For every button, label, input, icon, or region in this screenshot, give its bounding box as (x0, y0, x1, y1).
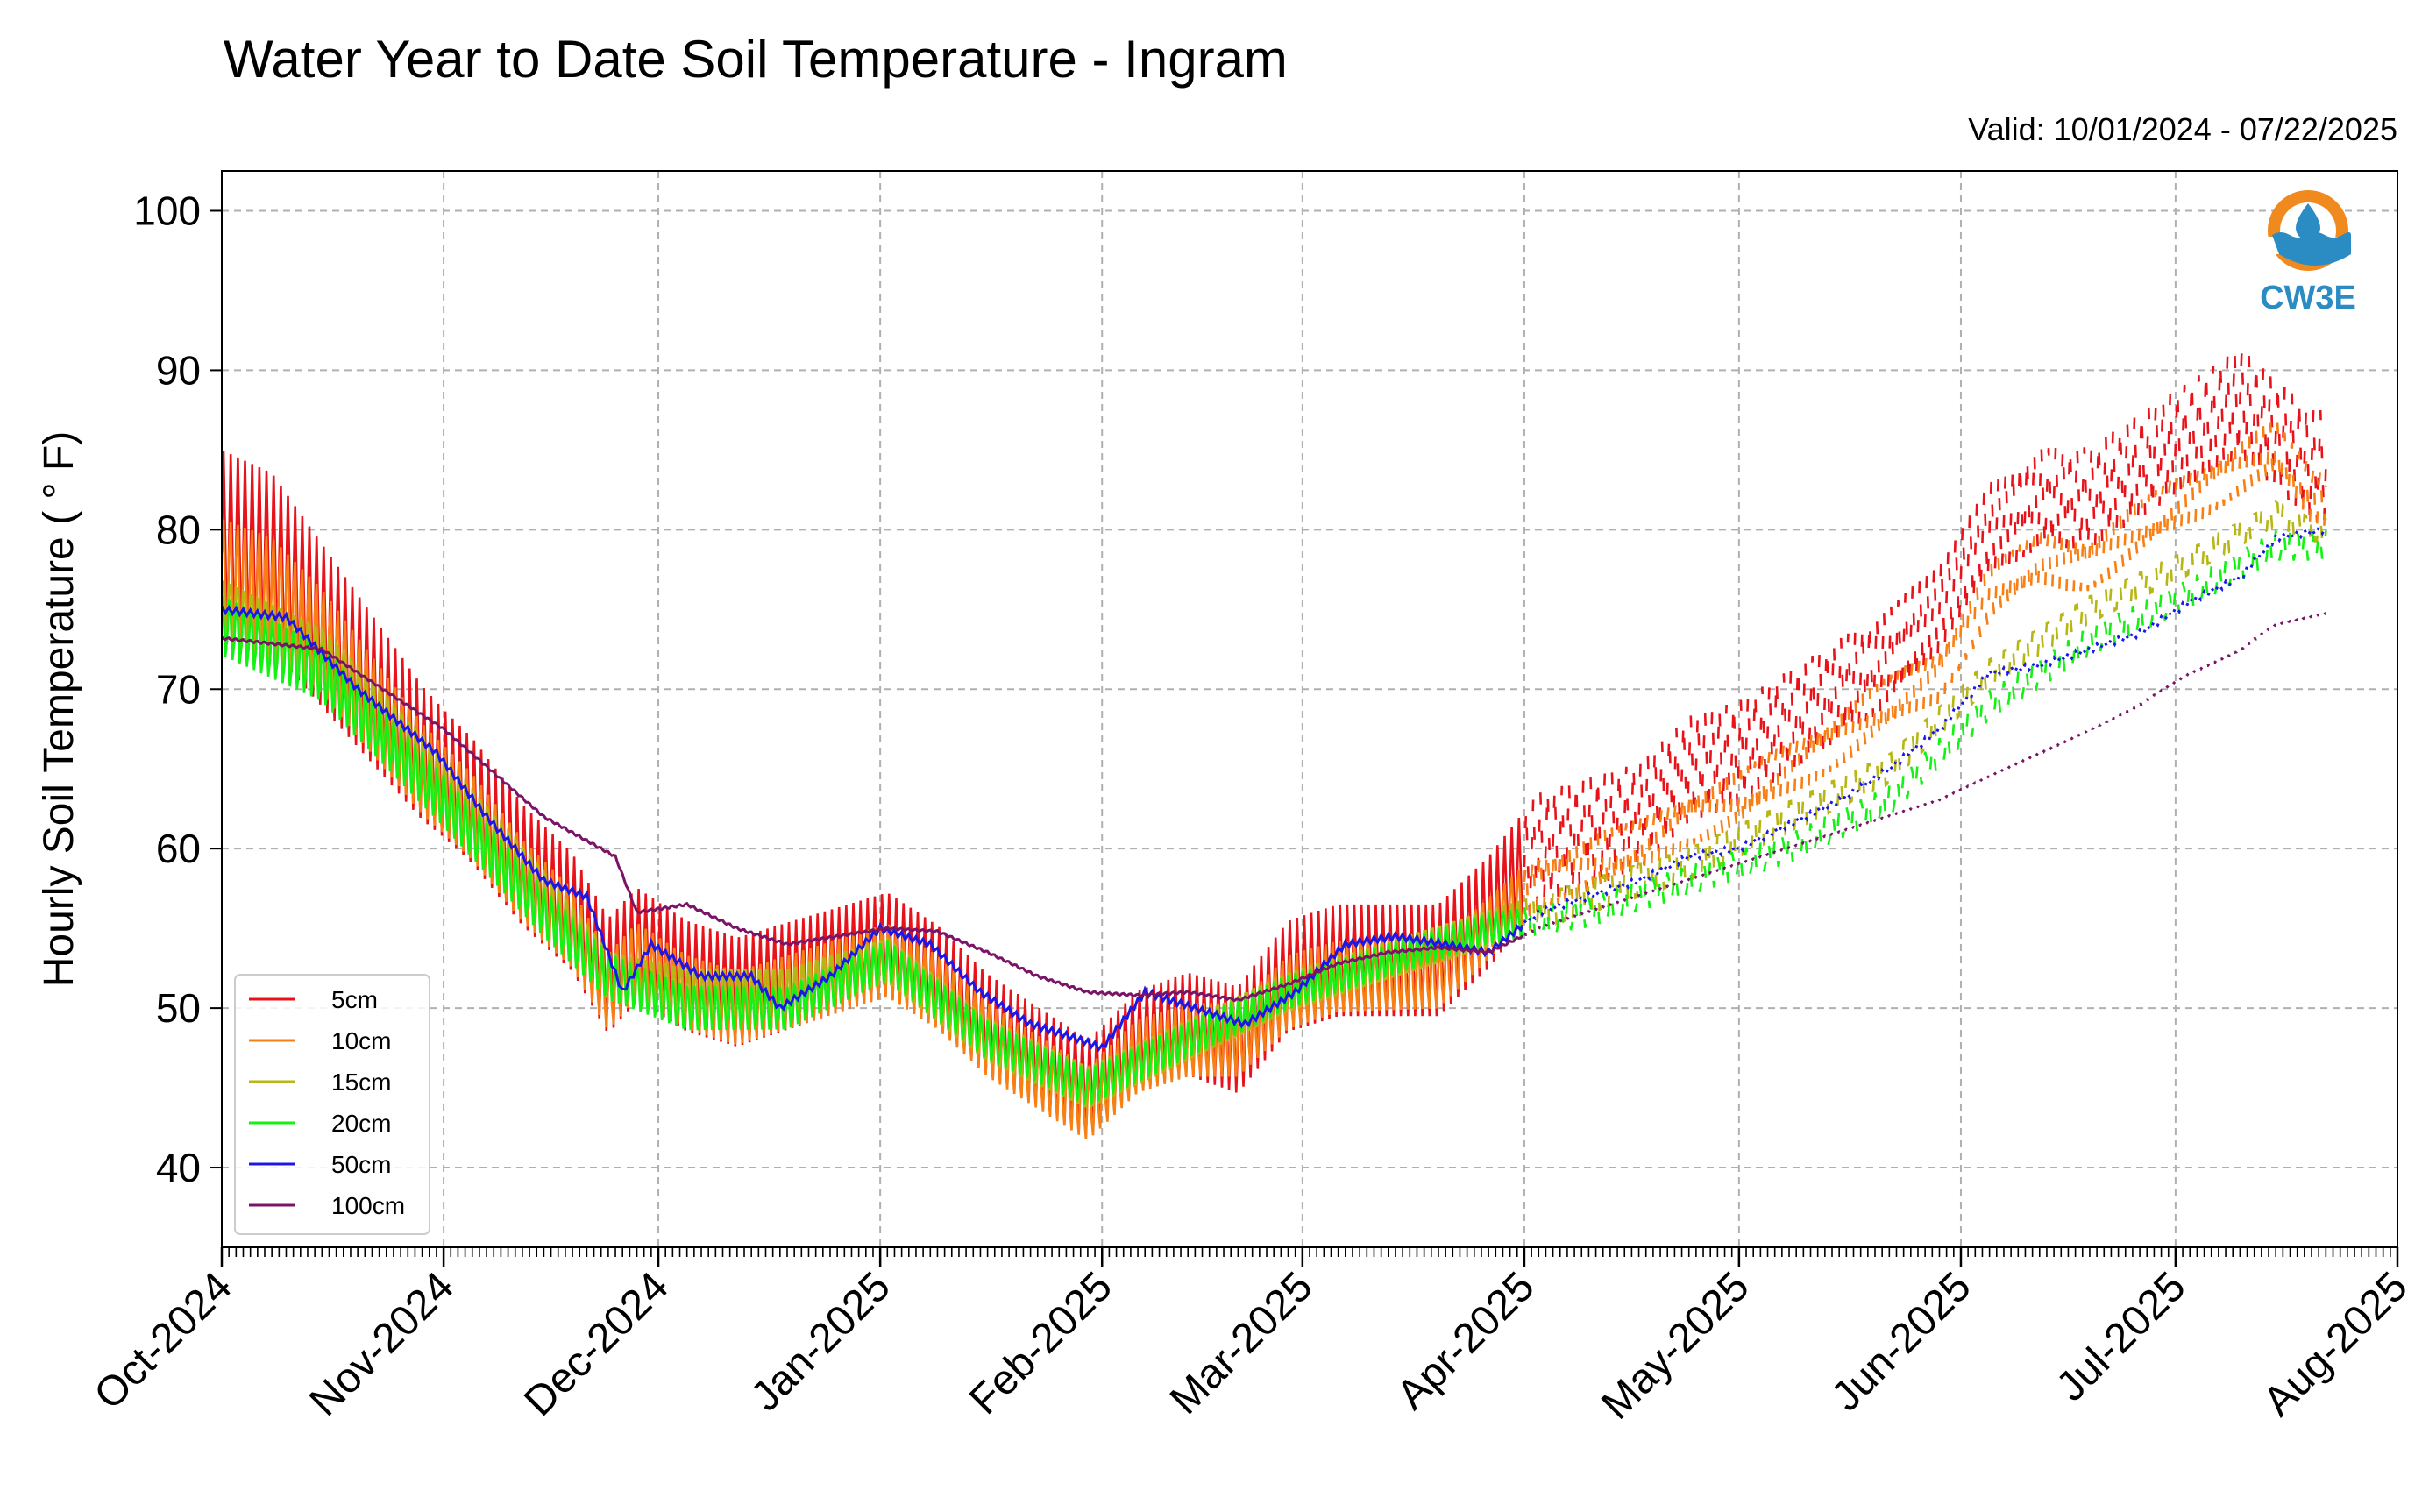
series-line-50cm (222, 604, 1524, 1053)
series-line-100cm-late (1523, 612, 2327, 937)
y-tick-label: 60 (156, 826, 201, 871)
series-line-50cm-late (1523, 524, 2327, 926)
y-tick-label: 40 (156, 1145, 201, 1190)
plot-area (222, 349, 2327, 1140)
y-tick-label: 70 (156, 666, 201, 712)
series-line-10cm-late (1523, 422, 2327, 919)
series-line-20cm (222, 595, 1524, 1105)
series-line-20cm-late (1523, 530, 2327, 938)
legend-label: 100cm (331, 1192, 405, 1219)
water-drop-icon (2296, 203, 2320, 240)
series-line-100cm (222, 635, 1524, 1003)
cw3e-logo: CW3E (2260, 190, 2356, 316)
series-line-15cm-late (1523, 500, 2327, 935)
chart-subtitle: Valid: 10/01/2024 - 07/22/2025 (1968, 111, 2397, 147)
legend-label: 10cm (331, 1027, 391, 1054)
y-tick-label: 90 (156, 347, 201, 393)
legend-label: 50cm (331, 1151, 391, 1178)
y-tick-label: 80 (156, 507, 201, 552)
legend: 5cm 10cm 15cm 20cm 50cm 100cm (234, 974, 430, 1235)
y-tick-label: 50 (156, 985, 201, 1031)
legend-label: 20cm (331, 1110, 391, 1137)
legend-label: 5cm (331, 986, 378, 1013)
series-group (222, 349, 2327, 1140)
legend-label: 15cm (331, 1068, 391, 1096)
series-line-5cm-late (1523, 349, 2327, 916)
y-tick-label: 100 (133, 188, 201, 233)
chart-title: Water Year to Date Soil Temperature - In… (224, 30, 1288, 89)
logo-text: CW3E (2260, 280, 2356, 316)
y-axis-label: Hourly Soil Temperature ( ° F) (36, 431, 82, 988)
grid (221, 171, 2398, 1247)
logo-waves (2272, 232, 2351, 266)
